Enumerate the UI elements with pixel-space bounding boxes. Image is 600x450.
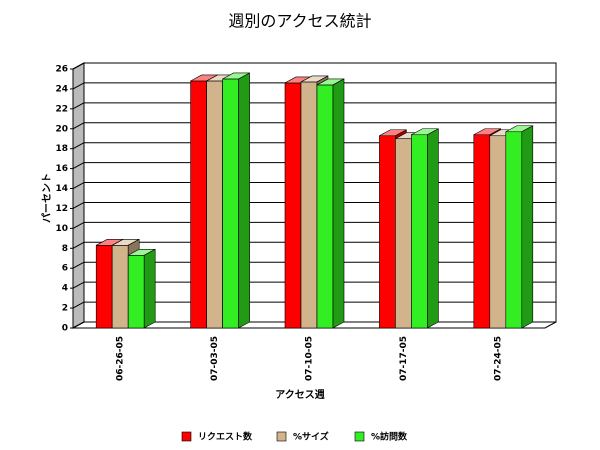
bar xyxy=(316,78,345,329)
bar-front xyxy=(300,81,318,329)
y-tick-label: 18 xyxy=(55,144,68,154)
y-tick-label: 16 xyxy=(55,164,68,174)
bar xyxy=(505,125,534,329)
bar-side xyxy=(143,248,156,329)
bar-front xyxy=(505,131,523,329)
grid-line xyxy=(72,102,85,110)
grid-line xyxy=(72,182,85,189)
bar-front xyxy=(316,84,334,329)
legend-label: リクエスト数 xyxy=(198,431,253,443)
bar-front xyxy=(395,138,412,329)
y-tick-label: 22 xyxy=(55,104,68,114)
bar-front xyxy=(127,254,145,329)
bar-front xyxy=(379,135,396,329)
y-tick-label: 20 xyxy=(55,124,68,134)
grid-line xyxy=(72,122,85,130)
grid-line xyxy=(72,82,85,90)
x-tick-label: 06-26-05 xyxy=(116,336,126,381)
bar xyxy=(411,128,439,329)
bar xyxy=(127,248,156,329)
legend-label: %訪問数 xyxy=(371,431,408,443)
x-tick-label: 07-24-05 xyxy=(493,336,503,381)
bar-front xyxy=(190,80,207,329)
bar xyxy=(222,72,250,329)
side-wall xyxy=(72,62,85,329)
bar-side xyxy=(238,72,250,329)
bar-front xyxy=(95,245,113,329)
grid-line xyxy=(72,202,85,209)
grid-line xyxy=(72,62,85,70)
bar-front xyxy=(284,82,302,329)
x-tick-label: 07-10-05 xyxy=(305,336,315,381)
y-tick-label: 14 xyxy=(55,184,68,194)
y-axis-label: パーセント xyxy=(41,173,53,223)
x-tick-label: 07-03-05 xyxy=(210,336,220,381)
y-tick-label: 4 xyxy=(62,284,68,294)
y-tick-label: 0 xyxy=(62,324,68,334)
y-tick-label: 10 xyxy=(55,224,68,234)
chart-title: 週別のアクセス統計 xyxy=(228,12,371,31)
grid-line xyxy=(72,261,85,269)
bar-front xyxy=(473,134,491,329)
legend-swatch xyxy=(354,431,365,442)
grid-line xyxy=(72,142,85,150)
bar-side xyxy=(332,78,345,329)
bar-front xyxy=(411,134,428,329)
grid-line xyxy=(72,221,85,229)
y-tick-label: 8 xyxy=(62,244,68,254)
y-tick-label: 24 xyxy=(55,84,68,94)
y-tick-label: 12 xyxy=(55,204,68,214)
y-tick-label: 26 xyxy=(55,65,68,75)
bar-front xyxy=(206,80,223,329)
bar-side xyxy=(521,125,534,329)
grid-line xyxy=(72,301,85,309)
x-axis-label: アクセス週 xyxy=(275,389,325,401)
y-tick-label: 2 xyxy=(62,304,68,314)
y-tick-label: 6 xyxy=(62,264,68,274)
grid-line xyxy=(72,281,85,289)
bar-front xyxy=(111,245,129,329)
grid-line xyxy=(72,241,85,249)
x-tick-label: 07-17-05 xyxy=(399,336,409,381)
legend-label: %サイズ xyxy=(293,431,329,443)
legend-swatch xyxy=(276,431,287,442)
grid-line xyxy=(72,321,85,329)
legend-swatch xyxy=(181,431,192,442)
bar-front xyxy=(489,135,507,329)
grid-line xyxy=(72,162,85,170)
bar-front xyxy=(222,78,239,329)
bar-side xyxy=(427,128,439,329)
